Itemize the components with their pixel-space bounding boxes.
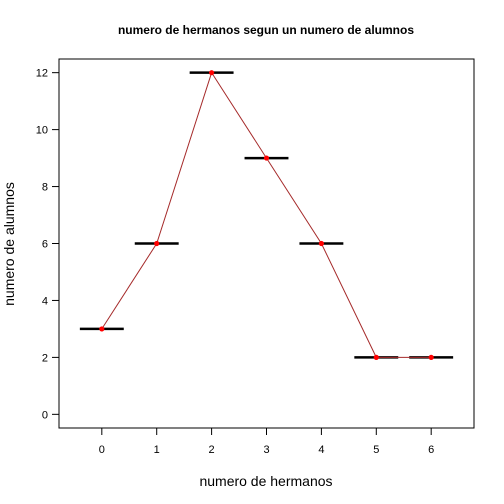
value-bars [79,71,454,359]
series-line [101,71,432,358]
x-tick-label-6: 6 [428,444,434,456]
x-tick-label-0: 0 [99,444,105,456]
x-tick-label-5: 5 [373,444,379,456]
y-tick-label-0: 0 [42,409,48,421]
x-tick-label-3: 3 [263,444,269,456]
data-point-6 [428,354,434,360]
data-point-5 [373,354,379,360]
y-tick-label-1: 2 [42,352,48,364]
y-axis-label: numero de alumnos [1,182,17,306]
data-point-3 [263,155,270,161]
y-tick-label-4: 8 [42,182,48,194]
data-point-1 [154,240,160,247]
data-point-0 [99,326,105,332]
x-axis-label: numero de hermanos [199,473,332,489]
x-tick-label-2: 2 [209,444,215,456]
x-axis: 0 1 2 3 4 5 6 [99,428,434,456]
y-axis: 0 2 4 6 8 10 12 [36,68,59,421]
y-tick-label-6: 12 [36,68,48,80]
chart-title: numero de hermanos segun un numero de al… [118,23,414,37]
data-point-2 [209,70,215,76]
y-tick-label-3: 6 [42,239,48,251]
y-tick-label-5: 10 [36,125,48,137]
y-tick-label-2: 4 [42,295,48,307]
plot-frame [58,58,475,429]
x-tick-label-1: 1 [154,444,160,456]
data-points [99,70,434,360]
data-point-4 [318,240,324,247]
x-tick-label-4: 4 [318,444,324,456]
